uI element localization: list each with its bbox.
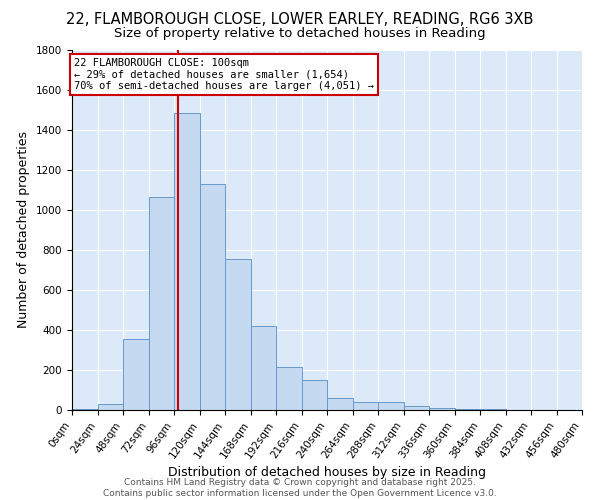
Bar [480, 409, 505, 410]
Text: 22, FLAMBOROUGH CLOSE, LOWER EARLEY, READING, RG6 3XB: 22, FLAMBOROUGH CLOSE, LOWER EARLEY, REA… [67, 12, 533, 28]
Bar [97, 404, 123, 410]
Text: Size of property relative to detached houses in Reading: Size of property relative to detached ho… [114, 28, 486, 40]
Bar [404, 406, 429, 410]
Bar [123, 339, 149, 410]
Bar [327, 398, 353, 410]
Bar [149, 197, 174, 410]
X-axis label: Distribution of detached houses by size in Reading: Distribution of detached houses by size … [168, 466, 486, 478]
Text: Contains HM Land Registry data © Crown copyright and database right 2025.
Contai: Contains HM Land Registry data © Crown c… [103, 478, 497, 498]
Bar [251, 326, 276, 410]
Bar [174, 113, 199, 410]
Bar [455, 408, 480, 410]
Bar [276, 367, 302, 410]
Bar [72, 409, 97, 410]
Y-axis label: Number of detached properties: Number of detached properties [17, 132, 31, 328]
Bar [429, 408, 455, 410]
Bar [353, 402, 378, 410]
Bar [378, 402, 404, 410]
Bar [302, 380, 327, 410]
Bar [225, 259, 251, 410]
Text: 22 FLAMBOROUGH CLOSE: 100sqm
← 29% of detached houses are smaller (1,654)
70% of: 22 FLAMBOROUGH CLOSE: 100sqm ← 29% of de… [74, 58, 374, 91]
Bar [199, 184, 225, 410]
